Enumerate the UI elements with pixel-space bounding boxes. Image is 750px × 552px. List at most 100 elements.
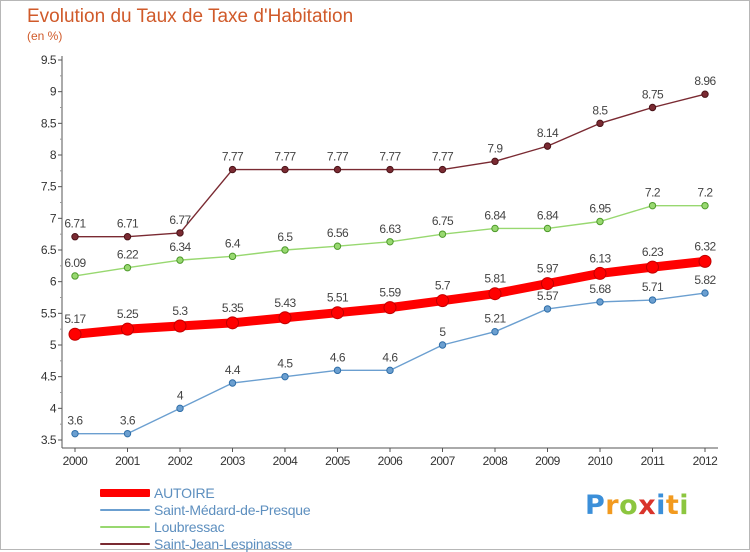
data-point (543, 142, 552, 150)
data-label: 7.2 (645, 186, 661, 200)
data-label: 6.84 (537, 208, 559, 222)
data-label: 4.4 (225, 363, 241, 377)
data-point (173, 319, 187, 333)
data-point (281, 372, 289, 381)
logo-letter: i (679, 490, 690, 521)
data-label: 8.75 (642, 88, 664, 102)
data-label: 5.51 (327, 291, 349, 305)
logo-letter: o (619, 490, 639, 521)
data-label: 6.34 (169, 240, 191, 254)
data-point (123, 233, 132, 241)
data-label: 6.4 (225, 236, 241, 250)
data-point (383, 301, 397, 315)
data-label: 8.14 (537, 126, 559, 140)
logo-letter: t (665, 490, 680, 521)
data-point (543, 305, 552, 313)
data-point (228, 379, 237, 387)
data-point (121, 322, 134, 336)
data-label: 5.3 (172, 304, 188, 318)
data-point (281, 165, 289, 174)
data-label: 5.7 (435, 279, 451, 293)
x-tick-label: 2008 (483, 454, 509, 468)
x-tick-label: 2003 (220, 454, 246, 468)
data-label: 5.81 (484, 272, 506, 286)
data-label: 6.75 (432, 214, 454, 228)
data-point (543, 224, 552, 233)
x-tick-label: 2010 (588, 454, 614, 468)
data-point (71, 272, 79, 280)
data-label: 4.5 (277, 357, 293, 371)
y-tick-label: 3.5 (41, 433, 57, 447)
proxiti-logo: Proxiti (585, 490, 689, 521)
data-point (386, 165, 394, 174)
data-point (438, 165, 447, 174)
data-point (386, 366, 394, 375)
logo-letter: x (638, 490, 657, 521)
data-label: 6.71 (64, 217, 86, 231)
x-tick-label: 2005 (325, 454, 351, 468)
data-label: 6.71 (117, 217, 139, 231)
data-point (701, 90, 709, 98)
x-tick-label: 2009 (535, 454, 561, 468)
data-point (648, 296, 657, 304)
data-label: 6.32 (694, 239, 716, 253)
y-tick-label: 7 (50, 211, 57, 225)
data-point (176, 404, 184, 413)
data-point (698, 254, 712, 268)
x-tick-label: 2004 (273, 454, 299, 468)
x-tick-label: 2000 (63, 454, 89, 468)
data-point (488, 287, 502, 301)
legend-swatch (100, 488, 150, 497)
y-tick-label: 5.5 (41, 306, 57, 320)
data-point (228, 252, 237, 261)
data-label: 5.21 (484, 312, 506, 326)
legend-swatch (100, 508, 150, 511)
data-point (593, 266, 607, 280)
chart-title: Evolution du Taux de Taxe d'Habitation (27, 6, 354, 27)
data-point (281, 246, 289, 254)
data-label: 6.13 (589, 251, 611, 265)
x-tick-label: 2001 (115, 454, 141, 468)
data-point (386, 238, 394, 246)
data-label: 8.5 (592, 103, 608, 117)
x-tick-label: 2006 (378, 454, 404, 468)
legend-label: Saint-Médard-de-Presque (154, 501, 311, 518)
y-tick-label: 8.5 (41, 116, 57, 130)
data-point (646, 260, 659, 274)
series-3: 6.71 6.71 6.77 7.77 7.77 7.77 7.77 7.77 7.9 8.14 8… (64, 74, 717, 241)
y-tick-label: 5 (50, 338, 57, 352)
series-1: 3.6 3.6 4 4.4 4.5 4.6 4.6 5 5.21 5.57 5.68 5.71 5.82 (67, 273, 717, 438)
data-label: 5.68 (589, 282, 611, 296)
y-tick-label: 7.5 (41, 180, 57, 194)
data-point (71, 233, 79, 241)
data-point (333, 165, 342, 174)
data-label: 5.97 (537, 262, 559, 276)
data-point (226, 316, 239, 330)
data-label: 5.71 (642, 280, 664, 294)
data-label: 6.22 (117, 248, 139, 262)
logo-letter: P (585, 490, 606, 521)
series-layer: 6.71 6.71 6.77 7.77 7.77 7.77 7.77 7.77 7.9 8.14 8… (64, 74, 717, 438)
legend-label: Saint-Jean-Lespinasse (154, 535, 293, 552)
legend-item: AUTOIRE (100, 484, 310, 501)
y-tick-label: 4.5 (41, 370, 57, 384)
data-label: 4.6 (330, 350, 346, 364)
x-tick-label: 2002 (168, 454, 194, 468)
data-label: 8.96 (694, 74, 716, 88)
data-label: 4 (177, 388, 184, 402)
chart-subtitle: (en %) (27, 29, 63, 43)
data-label: 7.77 (432, 150, 454, 164)
data-label: 7.77 (222, 150, 244, 164)
axes: 3.5 4 4.5 5 5.5 6 6.5 7 7.5 8 8.5 9 9.5 2000 2001 2002 2… (41, 53, 719, 468)
data-point (333, 242, 342, 250)
legend: AUTOIRE Saint-Médard-de-Presque Loubressac… (100, 484, 311, 552)
data-label: 6.5 (277, 230, 293, 244)
data-point (436, 294, 449, 308)
data-label: 6.63 (379, 222, 401, 236)
data-label: 6.84 (484, 208, 506, 222)
data-point (701, 289, 709, 297)
data-point (596, 217, 604, 226)
y-tick-label: 4 (50, 401, 57, 415)
legend-item: Saint-Jean-Lespinasse (100, 535, 310, 552)
